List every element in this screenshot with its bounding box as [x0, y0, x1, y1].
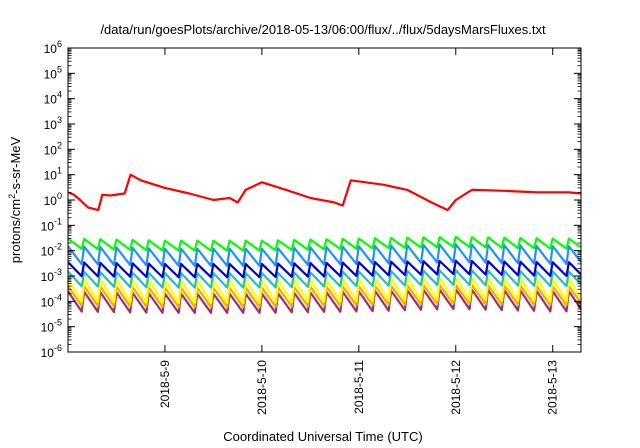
series-line-4 [68, 259, 581, 279]
x-axis-label: Coordinated Universal Time (UTC) [223, 429, 422, 444]
series-line-5 [68, 269, 581, 289]
y-axis-label-sup: 2 [7, 194, 17, 199]
y-tick-label: 10-1 [41, 216, 62, 233]
y-tick-label: 10-4 [41, 292, 62, 309]
chart-title: /data/run/goesPlots/archive/2018-05-13/0… [100, 22, 546, 37]
y-tick-labels: 10-6 10-5 10-4 10-3 10-2 10-1 100 101 102 103 104 1… [41, 39, 62, 360]
y-tick-label: 101 [44, 166, 62, 183]
y-tick-label: 103 [44, 115, 62, 132]
series-line-1 [68, 173, 581, 212]
x-tick-label: 2018-5-13 [546, 360, 560, 415]
x-tick-labels: 2018-5-9 2018-5-10 2018-5-11 2018-5-12 2018-… [158, 360, 560, 415]
y-tick-label: 10-2 [41, 242, 62, 259]
y-tick-label: 102 [44, 140, 62, 157]
x-tick-label: 2018-5-12 [449, 360, 463, 415]
y-tick-label: 105 [44, 64, 62, 81]
x-tick-label: 2018-5-11 [352, 360, 366, 414]
y-tick-label: 100 [44, 191, 62, 208]
x-tick-label: 2018-5-10 [255, 360, 269, 415]
series-line-2 [68, 235, 581, 252]
series-line-3 [68, 243, 581, 267]
y-tick-label: 10-5 [41, 318, 62, 335]
y-tick-label: 104 [44, 90, 62, 107]
series-layer [68, 173, 581, 314]
y-axis-label-before: protons/cm [8, 199, 23, 263]
x-tick-label: 2018-5-9 [158, 360, 172, 408]
y-axis-label-after: -s-sr-MeV [8, 136, 23, 193]
y-tick-label: 106 [44, 39, 62, 56]
y-axis-label: protons/cm2-s-sr-MeV [7, 136, 23, 263]
y-tick-label: 10-6 [41, 343, 62, 360]
series-line-6 [68, 276, 581, 304]
y-tick-label: 10-3 [41, 267, 62, 284]
axes-layer [67, 47, 582, 353]
